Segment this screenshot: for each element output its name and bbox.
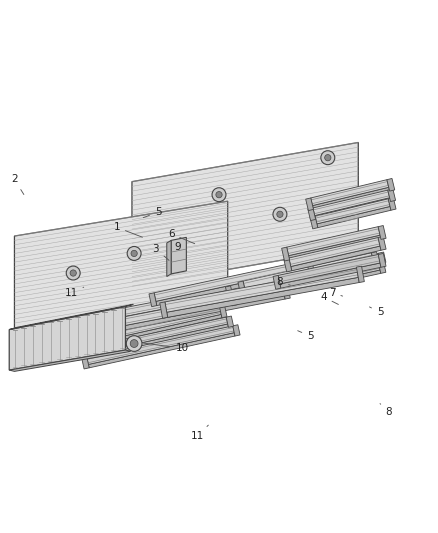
Circle shape bbox=[321, 151, 335, 165]
Circle shape bbox=[126, 336, 142, 351]
Polygon shape bbox=[310, 216, 318, 229]
Polygon shape bbox=[230, 295, 237, 306]
Polygon shape bbox=[104, 295, 285, 334]
Polygon shape bbox=[378, 225, 386, 239]
Polygon shape bbox=[317, 206, 391, 228]
Polygon shape bbox=[82, 358, 89, 369]
Circle shape bbox=[131, 251, 137, 256]
Polygon shape bbox=[237, 270, 381, 305]
Text: 2: 2 bbox=[11, 174, 24, 195]
Polygon shape bbox=[82, 324, 229, 359]
Polygon shape bbox=[226, 316, 233, 327]
Polygon shape bbox=[9, 304, 133, 329]
Polygon shape bbox=[243, 253, 374, 290]
Polygon shape bbox=[14, 201, 228, 332]
Polygon shape bbox=[233, 325, 240, 336]
Circle shape bbox=[212, 188, 226, 201]
Polygon shape bbox=[167, 240, 171, 277]
Polygon shape bbox=[388, 198, 396, 210]
Polygon shape bbox=[238, 281, 246, 296]
Polygon shape bbox=[280, 263, 381, 288]
Polygon shape bbox=[102, 286, 284, 329]
Polygon shape bbox=[378, 262, 386, 273]
Polygon shape bbox=[313, 187, 390, 209]
Circle shape bbox=[127, 246, 141, 261]
Polygon shape bbox=[88, 333, 235, 368]
Text: 7: 7 bbox=[329, 288, 343, 297]
Text: 5: 5 bbox=[298, 330, 314, 341]
Polygon shape bbox=[9, 350, 131, 372]
Polygon shape bbox=[156, 269, 309, 305]
Polygon shape bbox=[84, 314, 92, 328]
Polygon shape bbox=[284, 258, 292, 272]
Polygon shape bbox=[91, 288, 272, 327]
Polygon shape bbox=[230, 253, 380, 293]
Polygon shape bbox=[9, 306, 125, 370]
Circle shape bbox=[70, 270, 76, 276]
Polygon shape bbox=[273, 276, 281, 289]
Polygon shape bbox=[387, 179, 395, 191]
Circle shape bbox=[273, 207, 287, 221]
Polygon shape bbox=[97, 321, 105, 335]
Polygon shape bbox=[167, 277, 359, 317]
Polygon shape bbox=[357, 266, 364, 282]
Polygon shape bbox=[160, 302, 168, 318]
Text: 11: 11 bbox=[64, 287, 84, 297]
Polygon shape bbox=[149, 293, 157, 306]
Circle shape bbox=[277, 211, 283, 217]
Polygon shape bbox=[75, 349, 83, 360]
Polygon shape bbox=[132, 142, 358, 286]
Polygon shape bbox=[283, 285, 290, 299]
Circle shape bbox=[325, 155, 331, 161]
Polygon shape bbox=[311, 180, 389, 206]
Polygon shape bbox=[315, 198, 391, 220]
Polygon shape bbox=[81, 317, 228, 356]
Polygon shape bbox=[315, 199, 390, 224]
Circle shape bbox=[130, 340, 138, 348]
Polygon shape bbox=[226, 286, 233, 297]
Polygon shape bbox=[282, 247, 290, 261]
Polygon shape bbox=[289, 238, 380, 266]
Polygon shape bbox=[278, 254, 380, 284]
Circle shape bbox=[216, 191, 222, 198]
Polygon shape bbox=[378, 253, 386, 267]
Polygon shape bbox=[291, 246, 381, 271]
Polygon shape bbox=[171, 237, 186, 274]
Text: 5: 5 bbox=[143, 207, 161, 217]
Polygon shape bbox=[87, 326, 234, 365]
Polygon shape bbox=[378, 252, 386, 263]
Polygon shape bbox=[165, 267, 358, 312]
Polygon shape bbox=[74, 314, 222, 350]
Polygon shape bbox=[89, 280, 271, 323]
Polygon shape bbox=[289, 235, 381, 260]
Text: 8: 8 bbox=[380, 403, 392, 417]
Polygon shape bbox=[307, 259, 314, 273]
Polygon shape bbox=[378, 237, 386, 251]
Text: 10: 10 bbox=[143, 343, 189, 353]
Text: 8: 8 bbox=[277, 277, 290, 287]
Polygon shape bbox=[287, 227, 380, 256]
Polygon shape bbox=[306, 198, 314, 211]
Polygon shape bbox=[269, 279, 277, 293]
Polygon shape bbox=[154, 260, 308, 301]
Polygon shape bbox=[313, 190, 390, 215]
Polygon shape bbox=[220, 306, 227, 318]
Text: 1: 1 bbox=[113, 222, 142, 237]
Text: 5: 5 bbox=[370, 307, 383, 317]
Text: 3: 3 bbox=[152, 244, 169, 260]
Polygon shape bbox=[235, 263, 380, 301]
Text: 9: 9 bbox=[174, 242, 181, 252]
Polygon shape bbox=[308, 208, 316, 221]
Polygon shape bbox=[371, 252, 380, 267]
Polygon shape bbox=[73, 308, 221, 347]
Text: 6: 6 bbox=[168, 229, 194, 244]
Text: 4: 4 bbox=[320, 292, 339, 304]
Text: 11: 11 bbox=[191, 425, 208, 441]
Polygon shape bbox=[232, 260, 381, 296]
Circle shape bbox=[66, 266, 80, 280]
Polygon shape bbox=[68, 340, 75, 352]
Polygon shape bbox=[388, 189, 396, 201]
Polygon shape bbox=[245, 262, 374, 295]
